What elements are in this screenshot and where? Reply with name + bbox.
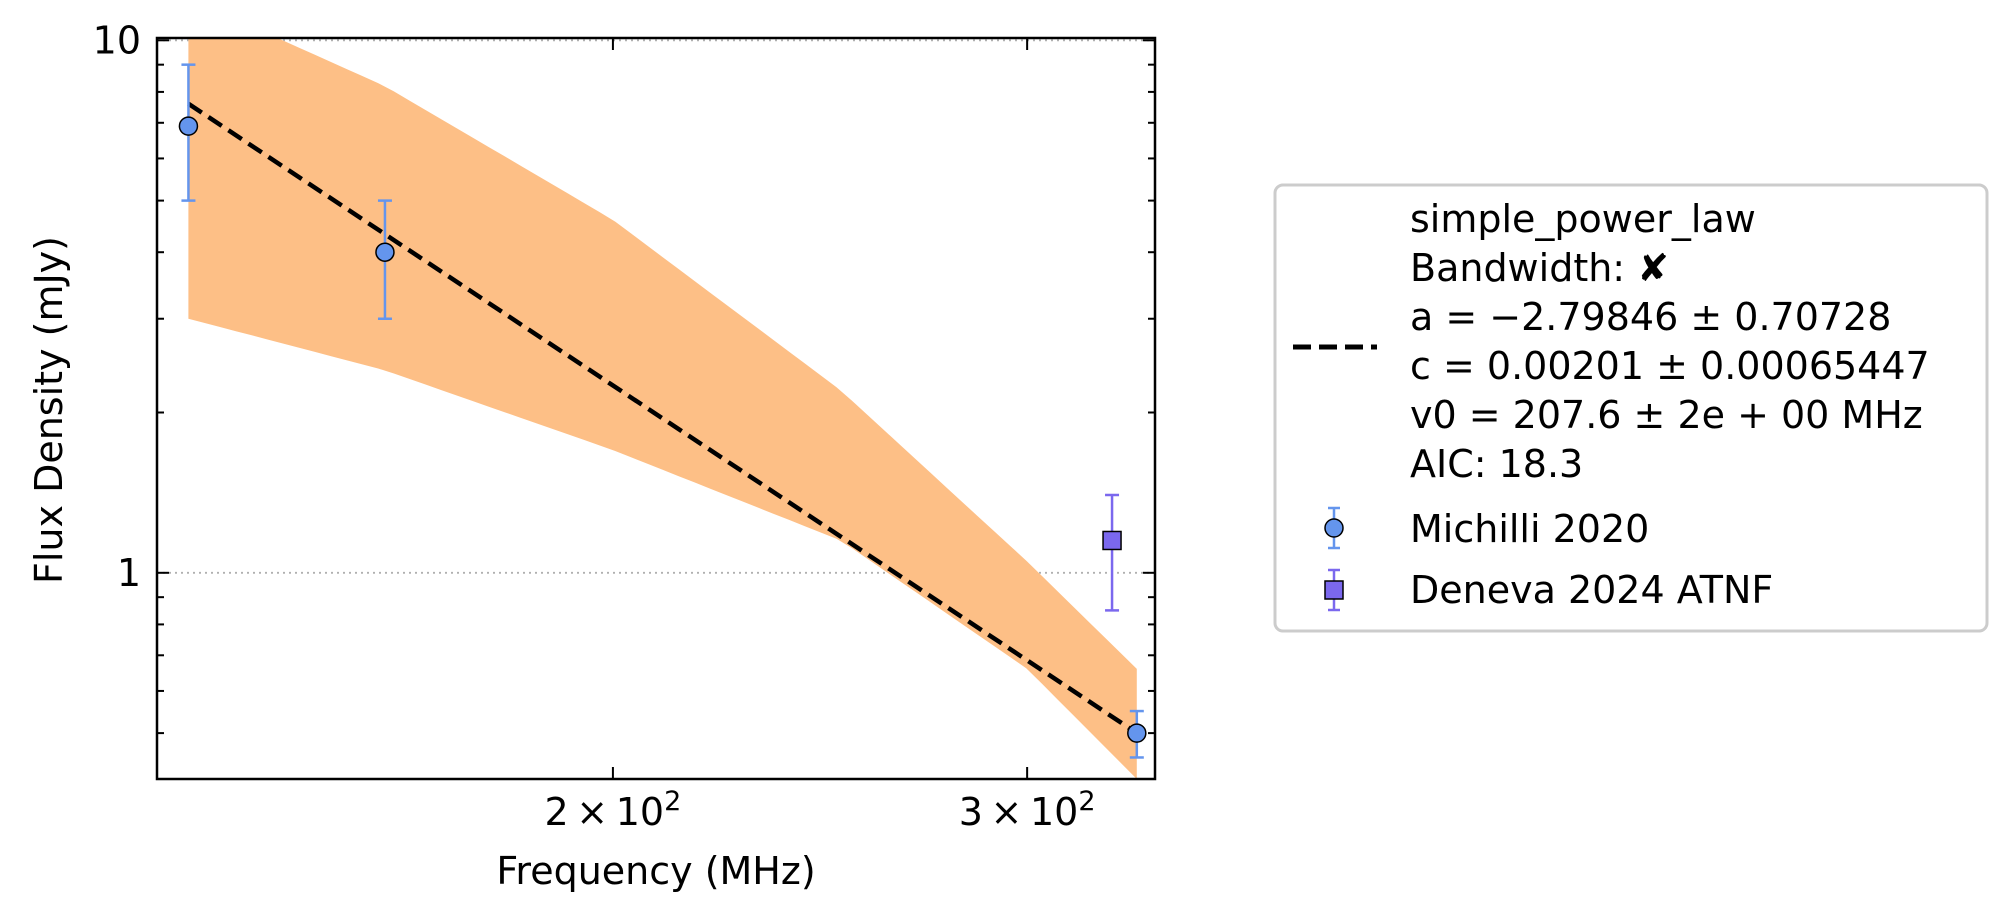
y-tick-label: 10 — [93, 18, 141, 62]
circle-marker — [178, 116, 199, 136]
x-tick-label: 3 × 102 — [959, 786, 1096, 834]
x-axis-label: Frequency (MHz) — [496, 849, 815, 893]
square-marker — [1102, 530, 1122, 551]
michilli-point-1 — [375, 199, 395, 320]
fit-line-group — [187, 101, 1139, 735]
legend-box — [1273, 183, 1989, 633]
y-axis-label: Flux Density (mJy) — [27, 236, 71, 584]
legend-fit-line-5: v0 = 207.6 ± 2e + 00 MHz — [1410, 393, 1923, 437]
legend-marker-deneva — [1324, 568, 1344, 612]
fit-line — [187, 101, 1139, 735]
data-points — [178, 63, 1147, 759]
michilli-point-2 — [1127, 709, 1147, 759]
plot-area — [155, 36, 1157, 781]
fit-uncertainty-band — [188, 38, 1137, 779]
legend-fit-line-6: AIC: 18.3 — [1410, 442, 1583, 486]
legend: simple_power_law Bandwidth: ✘ a = −2.798… — [1273, 183, 1989, 633]
circle-marker — [375, 242, 395, 262]
legend-entry-michilli: Michilli 2020 — [1410, 507, 1649, 551]
legend-entry-deneva: Deneva 2024 ATNF — [1410, 568, 1773, 612]
michilli-point-0 — [178, 63, 199, 202]
plot-frame — [155, 36, 1157, 781]
legend-fit-line-3: a = −2.79846 ± 0.70728 — [1410, 295, 1891, 339]
legend-marker-michilli — [1324, 506, 1344, 550]
legend-fit-line-1: simple_power_law — [1410, 197, 1756, 241]
grid-lines — [157, 39, 1155, 574]
circle-marker — [1127, 723, 1147, 743]
legend-fit-line-4: c = 0.00201 ± 0.00065447 — [1410, 344, 1930, 388]
legend-fit-line-2: Bandwidth: ✘ — [1410, 246, 1669, 290]
deneva-point-0 — [1102, 493, 1122, 612]
x-tick-label: 2 × 102 — [545, 786, 682, 834]
axis-ticks — [157, 38, 1155, 779]
y-tick-label: 1 — [117, 551, 141, 595]
